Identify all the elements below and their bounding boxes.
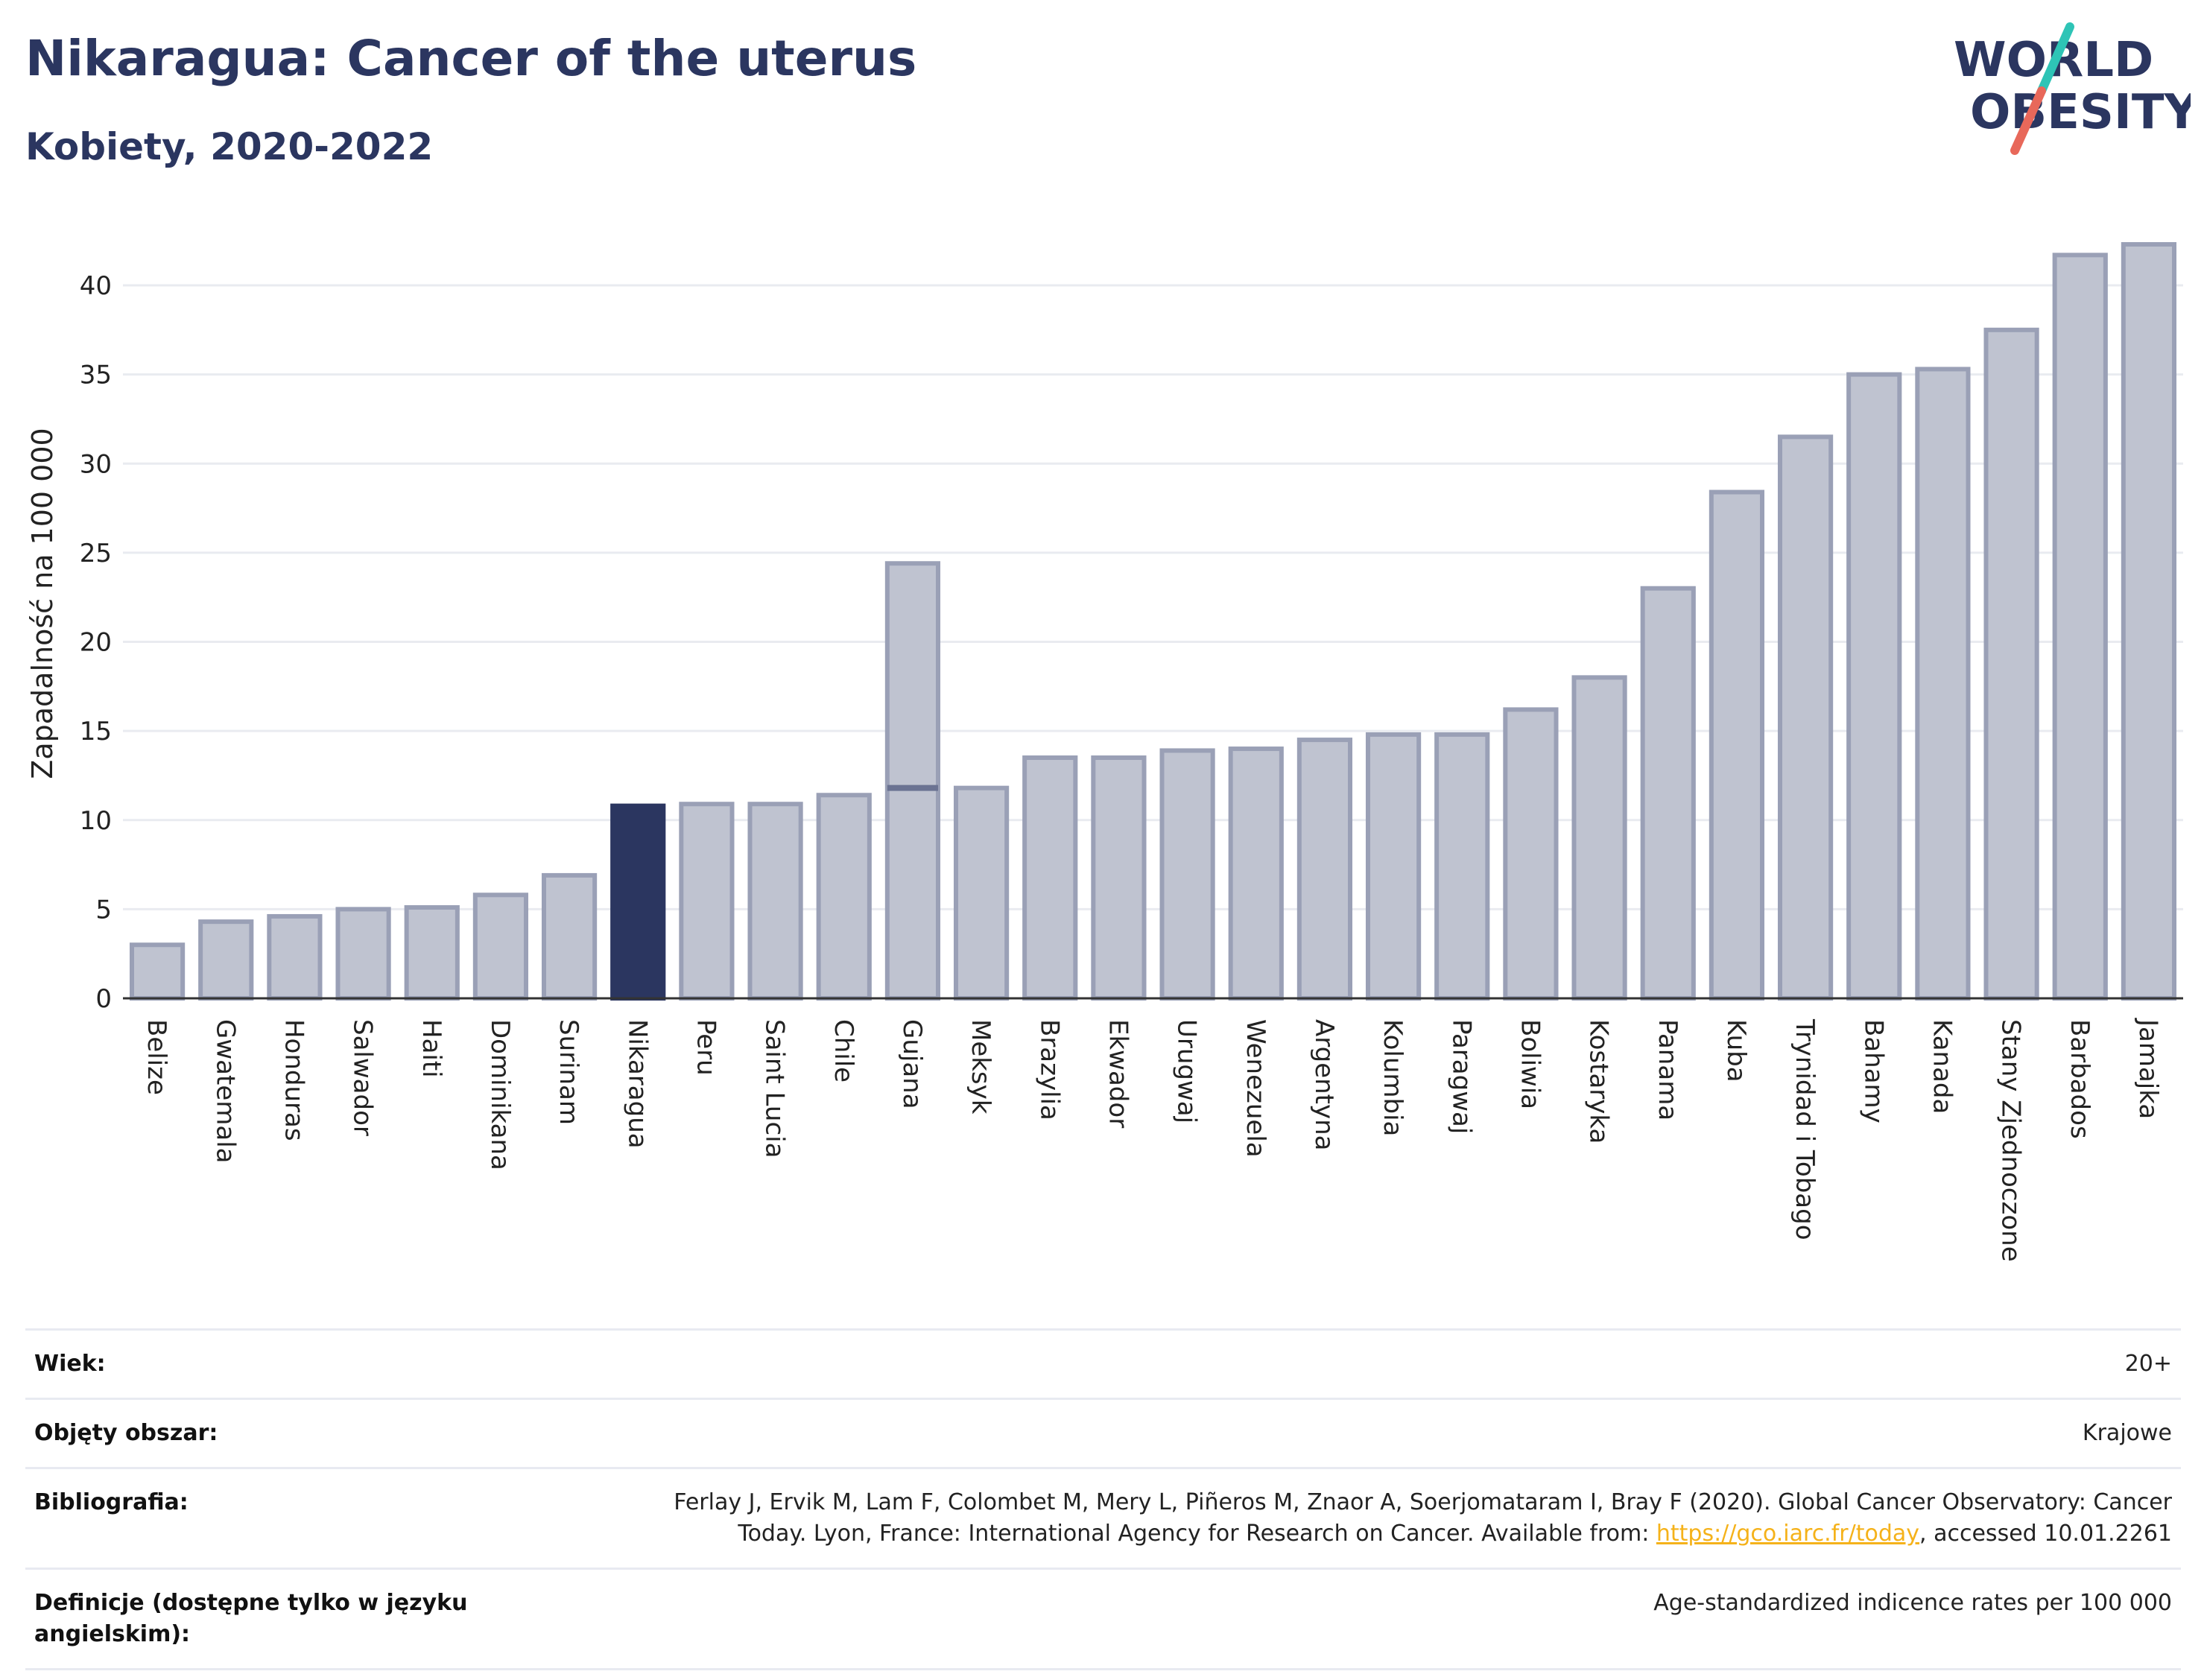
bar-kostaryka [1571,675,1627,1001]
bar-kuba [1709,489,1765,1001]
logo-line2: OBESITY [1970,85,2191,140]
y-tick-label: 15 [80,717,112,747]
y-tick-label: 35 [80,361,112,390]
bar-nikaragua [610,803,666,1001]
x-tick-label: Paragwaj [1446,1019,1476,1134]
info-row-age: Wiek: 20+ [25,1328,2181,1398]
bar-saint-lucia [747,802,803,1001]
bar-haiti [404,904,460,1001]
x-tick-label: Barbados [2065,1019,2094,1139]
bar-urugwaj [1159,748,1215,1001]
bar-trynidad-i-tobago [1777,434,1834,1001]
x-tick-label: Saint Lucia [760,1019,790,1158]
y-tick-label: 30 [80,449,112,479]
x-tick-label: Urugwaj [1172,1019,1202,1123]
bar-chart: 0 5 10 15 20 25 30 35 40 Belize Gwatemala Honduras… [26,241,2183,1262]
bar-belize [129,942,186,1001]
info-value-area: Krajowe [2082,1420,2172,1446]
bar-stany-zjednoczone [1983,327,2039,1001]
bar-chile [816,793,872,1001]
x-tick-label: Boliwia [1515,1019,1545,1109]
y-tick-label: 0 [95,984,112,1014]
x-tick-label: Meksyk [966,1019,995,1115]
x-tick-label: Nikaragua [622,1019,652,1149]
x-tick-label: Kostaryka [1584,1019,1614,1144]
x-tick-label: Gwatemala [210,1019,240,1163]
x-tick-label: Haiti [417,1019,446,1078]
bar-surinam [541,872,598,1001]
x-tick-label: Kanada [1927,1019,1957,1114]
x-tick-labels: Belize Gwatemala Honduras Salwador Haiti Domi… [142,1018,2163,1262]
bar-kolumbia [1365,732,1422,1001]
chart-title: Nikaragua: Cancer of the uterus [25,30,917,87]
y-tick-label: 10 [80,806,112,836]
x-tick-label: Bahamy [1858,1019,1888,1123]
x-tick-label: Dominikana [485,1019,515,1170]
bar-jamajka [2121,241,2177,1001]
info-label-area: Objęty obszar: [34,1420,218,1446]
y-tick-label: 5 [95,895,112,925]
bar-peru [679,802,735,1001]
grid-lines [123,284,2183,910]
bar-honduras [267,913,323,1001]
x-tick-label: Argentyna [1309,1019,1339,1151]
bibliography-link[interactable]: https://gco.iarc.fr/today [1656,1521,1920,1547]
bar-brazylia [1022,755,1078,1001]
x-tick-label: Honduras [279,1019,308,1141]
logo-slash-top [2037,22,2074,95]
x-tick-label: Surinam [554,1019,583,1125]
x-tick-label: Gujana [897,1019,927,1109]
y-tick-label: 20 [80,628,112,658]
bar-kanada [1915,367,1971,1001]
x-tick-label: Chile [829,1019,858,1083]
bar-barbados [2052,253,2108,1001]
bar-wenezuela [1228,747,1284,1001]
x-tick-label: Trynidad i Tobago [1790,1018,1820,1240]
bar-salwador [335,907,391,1001]
y-tick-label: 40 [80,271,112,301]
logo-slash-bottom [2010,86,2046,155]
bibliography-text: Ferlay J, Ervik M, Lam F, Colombet M, Me… [674,1489,2172,1547]
chart-subtitle: Kobiety, 2020-2022 [25,125,434,168]
bar-paragwaj [1434,732,1490,1001]
info-row-bibliography: Bibliografia: Ferlay J, Ervik M, Lam F, … [25,1467,2181,1568]
x-tick-label: Panama [1653,1019,1682,1120]
info-value-bibliography: Ferlay J, Ervik M, Lam F, Colombet M, Me… [607,1487,2172,1550]
x-tick-label: Ekwador [1103,1019,1133,1128]
y-tick-labels: 0 5 10 15 20 25 30 35 40 [80,271,112,1014]
info-table: Wiek: 20+ Objęty obszar: Krajowe Bibliog… [25,1328,2181,1670]
bibliography-accessed: , accessed 10.01.2261 [1919,1521,2172,1547]
x-tick-label: Salwador [348,1019,378,1136]
y-tick-label: 25 [80,539,112,568]
bar-argentyna [1296,738,1353,1001]
bar-panama [1640,586,1696,1001]
x-tick-label: Belize [142,1019,171,1095]
bar-bahamy [1846,372,1902,1001]
bar-gujana [884,561,941,1001]
bars [129,241,2177,1001]
info-label-age: Wiek: [34,1351,106,1377]
bar-boliwia [1503,707,1559,1001]
info-value-age: 20+ [2124,1351,2172,1377]
info-row-definitions: Definicje (dostępne tylko w języku angie… [25,1568,2181,1670]
x-tick-label: Stany Zjednoczone [1996,1019,2026,1262]
x-tick-label: Jamajka [2133,1018,2163,1119]
x-tick-label: Wenezuela [1241,1019,1270,1158]
info-label-definitions: Definicje (dostępne tylko w języku angie… [34,1590,468,1647]
x-tick-label: Kuba [1721,1019,1751,1083]
bar-gwatemala [198,919,254,1001]
bar-dominikana [472,893,529,1001]
bar-ekwador [1091,755,1147,1001]
x-tick-label: Peru [691,1019,721,1076]
info-label-bibliography: Bibliografia: [34,1489,189,1515]
x-tick-label: Brazylia [1034,1019,1064,1120]
world-obesity-logo: WORLD OBESITY [1954,22,2191,155]
info-row-area: Objęty obszar: Krajowe [25,1398,2181,1467]
x-tick-label: Kolumbia [1378,1019,1407,1136]
bar-meksyk [953,785,1010,1001]
info-value-definitions: Age-standardized indicence rates per 100… [1653,1590,2172,1616]
y-axis-label: Zapadalność na 100 000 [26,428,59,779]
